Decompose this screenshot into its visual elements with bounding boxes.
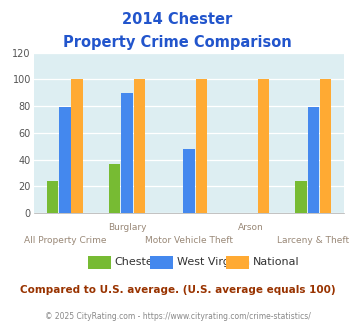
- Bar: [109, 163, 120, 213]
- Bar: [320, 80, 332, 213]
- Text: © 2025 CityRating.com - https://www.cityrating.com/crime-statistics/: © 2025 CityRating.com - https://www.city…: [45, 312, 310, 321]
- Text: Compared to U.S. average. (U.S. average equals 100): Compared to U.S. average. (U.S. average …: [20, 285, 335, 295]
- Text: Chester: Chester: [114, 257, 158, 267]
- Text: All Property Crime: All Property Crime: [23, 236, 106, 245]
- Bar: [295, 181, 307, 213]
- Text: Burglary: Burglary: [108, 223, 146, 232]
- Bar: [183, 149, 195, 213]
- Bar: [59, 108, 71, 213]
- Text: National: National: [253, 257, 300, 267]
- Bar: [307, 108, 319, 213]
- Text: Larceny & Theft: Larceny & Theft: [277, 236, 349, 245]
- Text: Property Crime Comparison: Property Crime Comparison: [63, 35, 292, 50]
- Bar: [196, 80, 207, 213]
- Text: 2014 Chester: 2014 Chester: [122, 12, 233, 26]
- Bar: [47, 181, 58, 213]
- Text: Arson: Arson: [238, 223, 264, 232]
- Text: West Virginia: West Virginia: [177, 257, 250, 267]
- Bar: [71, 80, 83, 213]
- Bar: [121, 93, 133, 213]
- Text: Motor Vehicle Theft: Motor Vehicle Theft: [145, 236, 233, 245]
- Bar: [258, 80, 269, 213]
- Bar: [133, 80, 145, 213]
